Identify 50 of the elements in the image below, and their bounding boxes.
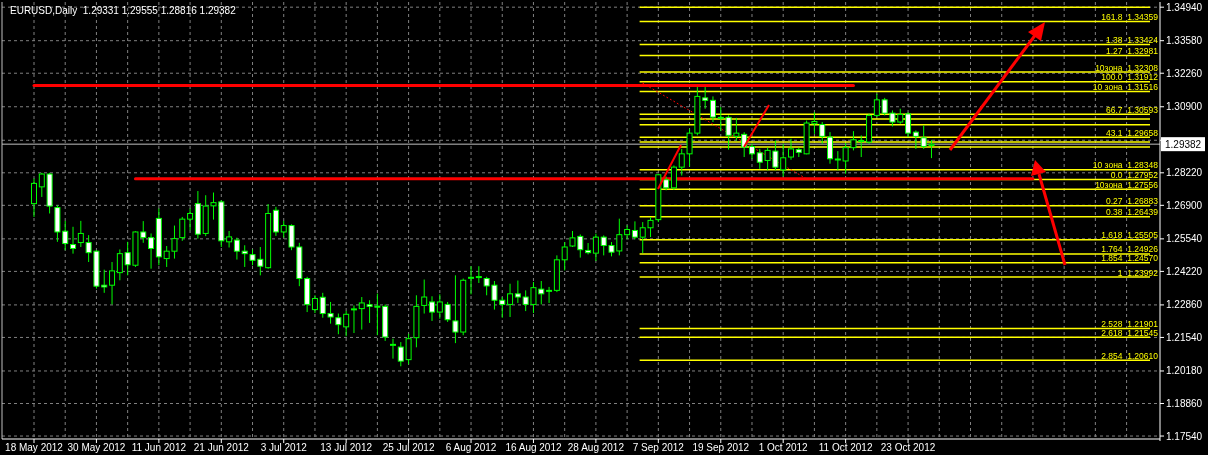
ref-line-label: 66.7 1.30593 <box>1106 104 1159 115</box>
x-tick-label: 19 Sep 2012 <box>692 442 750 453</box>
x-tick-label: 30 May 2012 <box>67 442 126 453</box>
ref-line-label: 161.8 1.34359 <box>1101 12 1159 22</box>
x-tick-label: 11 Oct 2012 <box>818 442 873 453</box>
x-tick-label: 23 Oct 2012 <box>880 442 936 453</box>
ref-line-label: 1.764 1.24926 <box>1101 244 1159 255</box>
ref-line-label: 2.854 1.20610 <box>1101 350 1159 361</box>
y-tick-label: 1.17540 <box>1166 430 1203 442</box>
ref-line-label: 10зона 1.32308 <box>1095 62 1159 73</box>
ref-line-label: 10 зона 1.31516 <box>1092 82 1159 93</box>
y-tick-label: 1.28220 <box>1166 167 1203 179</box>
x-tick-label: 21 Jun 2012 <box>193 442 250 453</box>
ref-line-label: 1.618 1.25505 <box>1101 230 1159 241</box>
x-tick-label: 7 Sep 2012 <box>632 442 685 453</box>
ref-line-label: 0.38 1.26439 <box>1106 207 1159 218</box>
x-tick-label: 18 May 2012 <box>5 442 64 453</box>
y-tick-label: 1.20180 <box>1166 365 1203 377</box>
y-tick-label: 1.22860 <box>1166 299 1203 311</box>
x-tick-label: 6 Aug 2012 <box>445 442 497 453</box>
x-tick-label: 11 Jun 2012 <box>131 442 187 453</box>
x-tick-label: 25 Jul 2012 <box>382 442 435 453</box>
x-tick-label: 3 Jul 2012 <box>260 442 308 453</box>
y-tick-label: 1.33580 <box>1166 35 1203 47</box>
y-tick-label: 1.21540 <box>1166 331 1203 343</box>
y-tick-label: 1.26900 <box>1166 199 1203 211</box>
y-tick-label: 1.24220 <box>1166 265 1203 277</box>
y-tick-label: 1.32260 <box>1166 67 1203 79</box>
y-tick-label: 1.18860 <box>1166 398 1203 410</box>
ref-line-label: 2.618 1.21545 <box>1101 327 1159 338</box>
x-tick-label: 28 Aug 2012 <box>567 442 625 453</box>
ref-line-label: 1.854 1.24570 <box>1101 253 1159 264</box>
ref-line-label: 10зона 1.27556 <box>1095 179 1159 190</box>
y-tick-label: 1.25540 <box>1166 233 1203 245</box>
x-tick-label: 13 Jul 2012 <box>320 442 373 453</box>
ref-line-label: 2.528 1.21901 <box>1101 319 1159 330</box>
x-tick-label: 1 Oct 2012 <box>758 442 809 453</box>
ref-line-label: 100.0 1.31912 <box>1101 72 1159 83</box>
y-tick-label: 1.30900 <box>1166 101 1203 113</box>
ref-line-label: 0.0 1.27952 <box>1110 169 1159 180</box>
y-tick-label: 1.34940 <box>1166 1 1203 13</box>
chart-title: EURUSD,Daily 1.29331 1.29555 1.28816 1.29382 <box>10 5 237 16</box>
ref-line-label: 43.1 1.29658 <box>1106 127 1159 138</box>
ref-line-label: 0.27 1.26883 <box>1106 196 1159 207</box>
x-tick-label: 16 Aug 2012 <box>505 442 562 453</box>
ref-line-label: 10 зона 1.28348 <box>1092 160 1159 171</box>
ref-line-label: 1.29382 <box>1165 138 1202 150</box>
ref-line-label: 1.38 1.33424 <box>1106 35 1159 46</box>
ref-line-label: 1 1.23992 <box>1117 267 1159 278</box>
ref-line-label: 1.27 1.32981 <box>1106 45 1159 56</box>
